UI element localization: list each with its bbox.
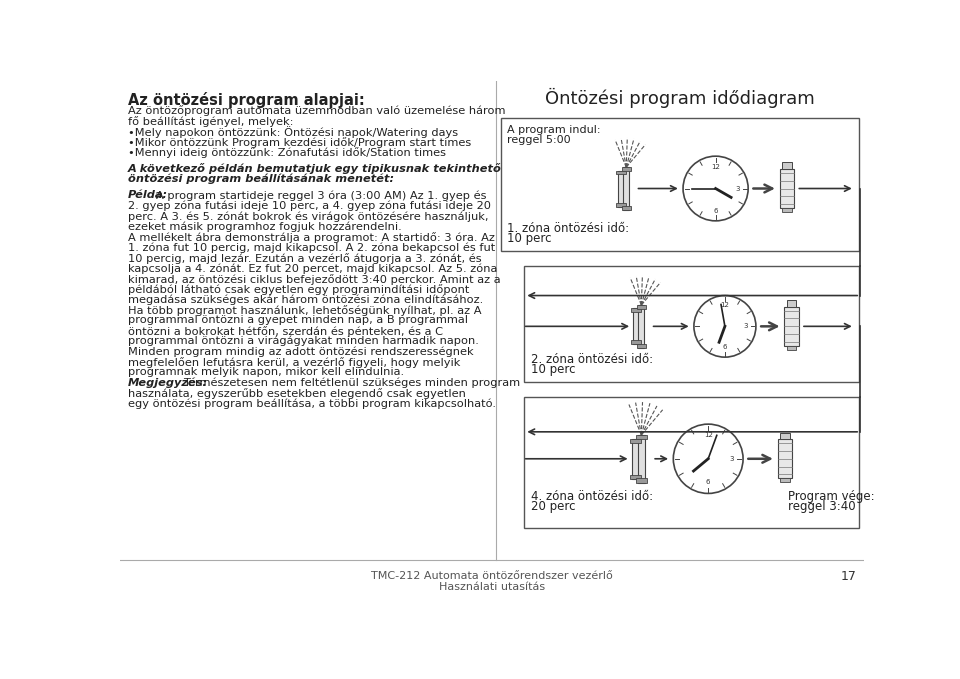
Text: Ha több programot használunk, lehetőségünk nyílhat, pl. az A: Ha több programot használunk, lehetőségü… (128, 305, 481, 316)
Text: perc. A 3. és 5. zónát bokrok és virágok öntözésére használjuk,: perc. A 3. és 5. zónát bokrok és virágok… (128, 211, 489, 222)
Text: Használati utasítás: Használati utasítás (439, 582, 545, 592)
Bar (636, 435, 646, 439)
Text: reggel 3:40: reggel 3:40 (788, 500, 855, 513)
Bar (631, 439, 640, 443)
Bar (780, 169, 794, 208)
Text: 10 percig, majd lezár. Ezután a vezérlő átugorja a 3. zónát, és: 10 percig, majd lezár. Ezután a vezérlő … (128, 253, 481, 263)
Text: egy öntözési program beállítása, a többi program kikapcsolható.: egy öntözési program beállítása, a többi… (128, 399, 495, 409)
Circle shape (684, 156, 748, 221)
Text: 1. zóna fut 10 percig, majd kikapcsol. A 2. zóna bekapcsol és fut: 1. zóna fut 10 percig, majd kikapcsol. A… (128, 242, 495, 253)
Text: 12: 12 (704, 433, 712, 438)
Bar (634, 308, 639, 344)
Text: programnak melyik napon, mikor kell elindulnia.: programnak melyik napon, mikor kell elin… (128, 367, 404, 377)
Text: kimarad, az öntözési ciklus befejeződött 3:40 perckor. Amint az a: kimarad, az öntözési ciklus befejeződött… (128, 274, 500, 285)
Bar (638, 435, 645, 483)
Text: 20 perc: 20 perc (531, 500, 575, 513)
Text: A következő példán bemutatjuk egy tipikusnak tekinthető: A következő példán bemutatjuk egy tipiku… (128, 164, 502, 175)
Text: 10 perc: 10 perc (531, 363, 575, 376)
Text: megadása szükséges akár három öntözési zóna elindításához.: megadása szükséges akár három öntözési z… (128, 295, 483, 305)
Bar (524, 266, 858, 382)
Bar (780, 479, 790, 482)
Text: •Mikor öntözzünk Program kezdési idők/Program start times: •Mikor öntözzünk Program kezdési idők/Pr… (128, 136, 471, 147)
Bar (632, 308, 640, 312)
Text: megfelelően lefutásra kerül, a vezérlő figyeli, hogy melyik: megfelelően lefutásra kerül, a vezérlő f… (128, 356, 460, 368)
Bar (622, 167, 631, 171)
Text: 10 perc: 10 perc (507, 232, 552, 245)
Text: Az öntözési program alapjai:: Az öntözési program alapjai: (128, 92, 365, 108)
Text: 17: 17 (840, 570, 856, 583)
Bar (616, 202, 626, 206)
Text: 6: 6 (706, 479, 710, 485)
Circle shape (694, 295, 756, 357)
Text: 4. zóna öntözési idő:: 4. zóna öntözési idő: (531, 490, 653, 502)
Text: 6: 6 (723, 344, 727, 350)
Text: Példa:: Példa: (128, 190, 168, 200)
Circle shape (673, 424, 743, 494)
Text: 2. zóna öntözési idő:: 2. zóna öntözési idő: (531, 352, 653, 365)
Text: Az öntözőprogram automata üzemmódban való üzemelése három: Az öntözőprogram automata üzemmódban val… (128, 105, 505, 116)
Bar (780, 433, 790, 439)
Bar (618, 170, 624, 206)
Text: Öntözési program idődiagram: Öntözési program idődiagram (545, 88, 815, 108)
Bar (524, 397, 858, 528)
Text: Megjegyzés:: Megjegyzés: (128, 378, 207, 388)
Text: A program indul:: A program indul: (507, 125, 601, 134)
Bar (636, 344, 646, 348)
Text: 1. zóna öntözési idő:: 1. zóna öntözési idő: (507, 221, 630, 235)
Text: TMC-212 Automata öntözőrendszer vezérlő: TMC-212 Automata öntözőrendszer vezérlő (372, 571, 612, 581)
Text: 12: 12 (720, 302, 730, 308)
Text: 3: 3 (730, 456, 734, 462)
Bar (787, 346, 797, 350)
Bar (616, 170, 626, 175)
Bar (782, 162, 792, 169)
Bar (638, 305, 644, 348)
Text: A mellékelt ábra demonstrálja a programot: A startidő: 3 óra. Az: A mellékelt ábra demonstrálja a programo… (128, 232, 494, 243)
Text: •Mennyi ideig öntözzünk: Zónafutási idők/Station times: •Mennyi ideig öntözzünk: Zónafutási idők… (128, 147, 445, 158)
Bar (622, 206, 631, 210)
Text: Minden program mindig az adott öntözési rendszerességnek: Minden program mindig az adott öntözési … (128, 346, 473, 357)
Bar (636, 305, 646, 309)
Text: használata, egyszerűbb esetekben elegendő csak egyetlen: használata, egyszerűbb esetekben elegend… (128, 388, 466, 399)
Bar (632, 439, 638, 479)
Text: öntözési program beállításának menetét:: öntözési program beállításának menetét: (128, 174, 394, 185)
Text: 3: 3 (735, 185, 740, 191)
Bar (784, 307, 799, 346)
Bar (501, 118, 858, 251)
Text: Program vége:: Program vége: (788, 490, 875, 502)
Bar (782, 208, 792, 212)
Bar (778, 439, 792, 479)
Bar (636, 478, 646, 483)
Text: ezeket másik programhoz fogjuk hozzárendelni.: ezeket másik programhoz fogjuk hozzárend… (128, 221, 401, 232)
Text: reggel 5:00: reggel 5:00 (507, 135, 571, 145)
Bar (623, 167, 629, 210)
Text: programmal öntözni a virágágyakat minden harmadik napon.: programmal öntözni a virágágyakat minden… (128, 336, 479, 346)
Text: 12: 12 (711, 164, 720, 170)
Text: A program startideje reggel 3 óra (3:00 AM) Az 1. gyep és: A program startideje reggel 3 óra (3:00 … (156, 190, 486, 201)
Text: programmal öntözni a gyepet minden nap, a B programmal: programmal öntözni a gyepet minden nap, … (128, 315, 468, 325)
Text: kapcsolja a 4. zónát. Ez fut 20 percet, majd kikapcsol. Az 5. zóna: kapcsolja a 4. zónát. Ez fut 20 percet, … (128, 263, 497, 274)
Text: öntözni a bokrokat hétfőn, szerdán és pénteken, és a C: öntözni a bokrokat hétfőn, szerdán és pé… (128, 325, 443, 337)
Text: •Mely napokon öntözzünk: Öntözési napok/Watering days: •Mely napokon öntözzünk: Öntözési napok/… (128, 126, 458, 138)
Text: 3: 3 (744, 323, 748, 329)
Text: Természetesen nem feltétlenül szükséges minden program: Természetesen nem feltétlenül szükséges … (183, 378, 520, 388)
Text: 6: 6 (713, 208, 718, 213)
Bar (787, 300, 797, 307)
Text: példából látható csak egyetlen egy programindítási időpont: példából látható csak egyetlen egy progr… (128, 284, 469, 295)
Text: 2. gyep zóna futási ideje 10 perc, a 4. gyep zóna futási ideje 20: 2. gyep zóna futási ideje 10 perc, a 4. … (128, 201, 491, 211)
Text: fő beállítást igényel, melyek:: fő beállítást igényel, melyek: (128, 115, 293, 127)
Bar (631, 475, 640, 479)
Bar (632, 340, 640, 344)
